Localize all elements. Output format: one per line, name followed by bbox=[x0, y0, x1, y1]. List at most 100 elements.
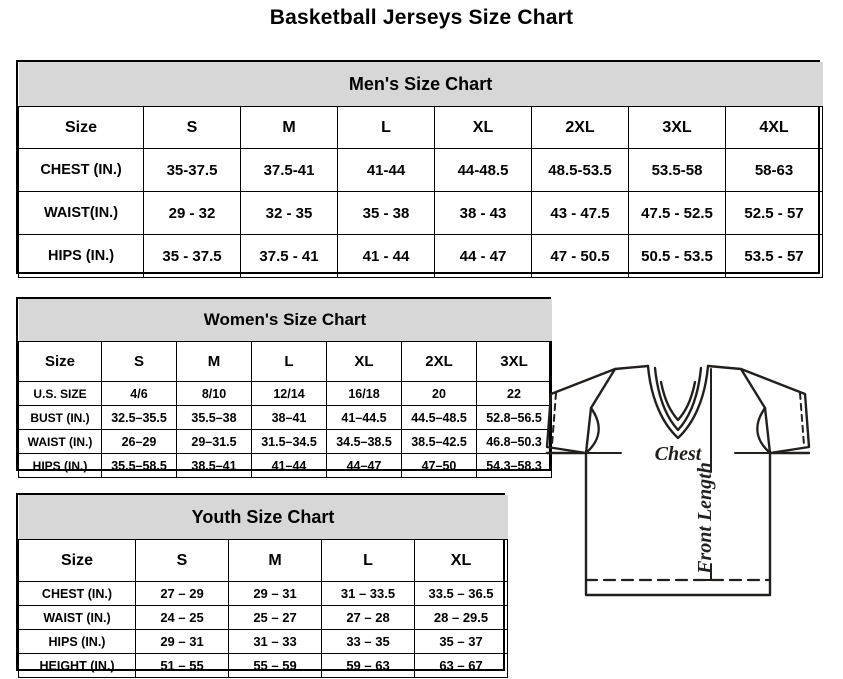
womens-size-chart-table: Women's Size Chart Size S M L XL 2XL 3XL… bbox=[16, 297, 553, 478]
youth-height-m: 55 – 59 bbox=[228, 653, 322, 678]
table-row: HIPS (IN.) 35 - 37.5 37.5 - 41 41 - 44 4… bbox=[18, 234, 824, 278]
youth-height-xl: 63 – 67 bbox=[413, 653, 509, 678]
mens-chest-4xl: 58-63 bbox=[724, 148, 824, 192]
youth-hips-s: 29 – 31 bbox=[135, 629, 229, 654]
mens-chest-3xl: 53.5-58 bbox=[628, 148, 726, 192]
womens-hips-m: 38.5–41 bbox=[176, 453, 252, 478]
mens-header-xl: XL bbox=[434, 106, 532, 149]
table-row: HIPS (IN.) 29 – 31 31 – 33 33 – 35 35 – … bbox=[18, 629, 509, 654]
womens-waist-2xl: 38.5–42.5 bbox=[401, 429, 477, 454]
womens-bust-2xl: 44.5–48.5 bbox=[401, 405, 477, 430]
mens-hips-s: 35 - 37.5 bbox=[143, 234, 241, 278]
womens-row-label-us-size: U.S. SIZE bbox=[18, 381, 102, 406]
youth-waist-l: 27 – 28 bbox=[321, 605, 415, 630]
mens-header-size: Size bbox=[18, 106, 144, 149]
right-shoulder-line bbox=[706, 364, 743, 371]
youth-chart-header-row: Size S M L XL bbox=[18, 539, 509, 582]
womens-waist-l: 31.5–34.5 bbox=[251, 429, 327, 454]
youth-height-l: 59 – 63 bbox=[321, 653, 415, 678]
table-row: HEIGHT (IN.) 51 – 55 55 – 59 59 – 63 63 … bbox=[18, 653, 509, 678]
womens-row-label-bust: BUST (IN.) bbox=[18, 405, 102, 430]
youth-hips-l: 33 – 35 bbox=[321, 629, 415, 654]
youth-hips-xl: 35 – 37 bbox=[413, 629, 509, 654]
womens-waist-3xl: 46.8–50.3 bbox=[475, 429, 553, 454]
mens-chart-header-row: Size S M L XL 2XL 3XL 4XL bbox=[18, 106, 824, 149]
womens-bust-s: 32.5–35.5 bbox=[101, 405, 177, 430]
mens-chest-m: 37.5-41 bbox=[240, 148, 338, 192]
mens-header-s: S bbox=[143, 106, 241, 149]
neckline-outer bbox=[646, 364, 710, 440]
youth-chest-l: 31 – 33.5 bbox=[321, 581, 415, 606]
youth-chest-s: 27 – 29 bbox=[135, 581, 229, 606]
womens-header-3xl: 3XL bbox=[475, 341, 553, 382]
mens-header-m: M bbox=[240, 106, 338, 149]
womens-waist-m: 29–31.5 bbox=[176, 429, 252, 454]
youth-row-label-height: HEIGHT (IN.) bbox=[18, 653, 136, 678]
neckline-band-1 bbox=[653, 366, 703, 432]
table-row: CHEST (IN.) 35-37.5 37.5-41 41-44 44-48.… bbox=[18, 148, 824, 192]
womens-bust-m: 35.5–38 bbox=[176, 405, 252, 430]
mens-chest-s: 35-37.5 bbox=[143, 148, 241, 192]
womens-hips-l: 41–44 bbox=[251, 453, 327, 478]
mens-waist-3xl: 47.5 - 52.5 bbox=[628, 191, 726, 235]
torso-outline bbox=[584, 451, 772, 597]
table-row: BUST (IN.) 32.5–35.5 35.5–38 38–41 41–44… bbox=[18, 405, 553, 430]
mens-chest-xl: 44-48.5 bbox=[434, 148, 532, 192]
mens-hips-3xl: 50.5 - 53.5 bbox=[628, 234, 726, 278]
youth-header-size: Size bbox=[18, 539, 136, 582]
womens-header-size: Size bbox=[18, 341, 102, 382]
front-length-measurement-label: Front Length bbox=[694, 462, 716, 575]
left-shoulder-line bbox=[613, 364, 650, 371]
youth-row-label-hips: HIPS (IN.) bbox=[18, 629, 136, 654]
youth-waist-m: 25 – 27 bbox=[228, 605, 322, 630]
neckline-band-2 bbox=[659, 380, 697, 422]
womens-bust-l: 38–41 bbox=[251, 405, 327, 430]
mens-header-l: L bbox=[337, 106, 435, 149]
mens-row-label-chest: CHEST (IN.) bbox=[18, 148, 144, 192]
youth-header-s: S bbox=[135, 539, 229, 582]
right-armhole-curve bbox=[756, 406, 772, 455]
mens-waist-s: 29 - 32 bbox=[143, 191, 241, 235]
table-row: CHEST (IN.) 27 – 29 29 – 31 31 – 33.5 33… bbox=[18, 581, 509, 606]
table-row: WAIST (IN.) 26–29 29–31.5 31.5–34.5 34.5… bbox=[18, 429, 553, 454]
youth-height-s: 51 – 55 bbox=[135, 653, 229, 678]
youth-size-chart-table: Youth Size Chart Size S M L XL CHEST (IN… bbox=[16, 493, 509, 678]
mens-hips-xl: 44 - 47 bbox=[434, 234, 532, 278]
womens-row-label-waist: WAIST (IN.) bbox=[18, 429, 102, 454]
youth-chart-band-title: Youth Size Chart bbox=[18, 495, 508, 540]
mens-hips-2xl: 47 - 50.5 bbox=[531, 234, 629, 278]
jersey-measurement-diagram: Chest Front Length bbox=[523, 352, 833, 662]
mens-waist-m: 32 - 35 bbox=[240, 191, 338, 235]
mens-size-chart-table: Men's Size Chart Size S M L XL 2XL 3XL 4… bbox=[16, 60, 824, 278]
mens-hips-m: 37.5 - 41 bbox=[240, 234, 338, 278]
mens-chest-l: 41-44 bbox=[337, 148, 435, 192]
womens-ussize-2xl: 20 bbox=[401, 381, 477, 406]
youth-header-xl: XL bbox=[413, 539, 509, 582]
womens-ussize-l: 12/14 bbox=[251, 381, 327, 406]
womens-waist-xl: 34.5–38.5 bbox=[326, 429, 402, 454]
chest-measurement-label: Chest bbox=[655, 443, 703, 465]
youth-waist-s: 24 – 25 bbox=[135, 605, 229, 630]
womens-header-xl: XL bbox=[326, 341, 402, 382]
mens-hips-4xl: 53.5 - 57 bbox=[724, 234, 824, 278]
youth-chest-xl: 33.5 – 36.5 bbox=[413, 581, 509, 606]
table-row: U.S. SIZE 4/6 8/10 12/14 16/18 20 22 bbox=[18, 381, 553, 406]
womens-header-2xl: 2XL bbox=[401, 341, 477, 382]
womens-hips-2xl: 47–50 bbox=[401, 453, 477, 478]
youth-header-m: M bbox=[228, 539, 322, 582]
left-sleeve-shape bbox=[545, 367, 617, 455]
mens-header-2xl: 2XL bbox=[531, 106, 629, 149]
mens-header-4xl: 4XL bbox=[724, 106, 824, 149]
womens-ussize-m: 8/10 bbox=[176, 381, 252, 406]
youth-waist-xl: 28 – 29.5 bbox=[413, 605, 509, 630]
mens-waist-xl: 38 - 43 bbox=[434, 191, 532, 235]
womens-waist-s: 26–29 bbox=[101, 429, 177, 454]
womens-chart-band-title: Women's Size Chart bbox=[18, 299, 552, 342]
womens-header-l: L bbox=[251, 341, 327, 382]
womens-hips-xl: 44–47 bbox=[326, 453, 402, 478]
table-row: HIPS (IN.) 35.5–58.5 38.5–41 41–44 44–47… bbox=[18, 453, 553, 478]
mens-row-label-hips: HIPS (IN.) bbox=[18, 234, 144, 278]
youth-hips-m: 31 – 33 bbox=[228, 629, 322, 654]
womens-hips-3xl: 54.3–58.3 bbox=[475, 453, 553, 478]
right-sleeve-cuff-dash bbox=[799, 392, 805, 446]
